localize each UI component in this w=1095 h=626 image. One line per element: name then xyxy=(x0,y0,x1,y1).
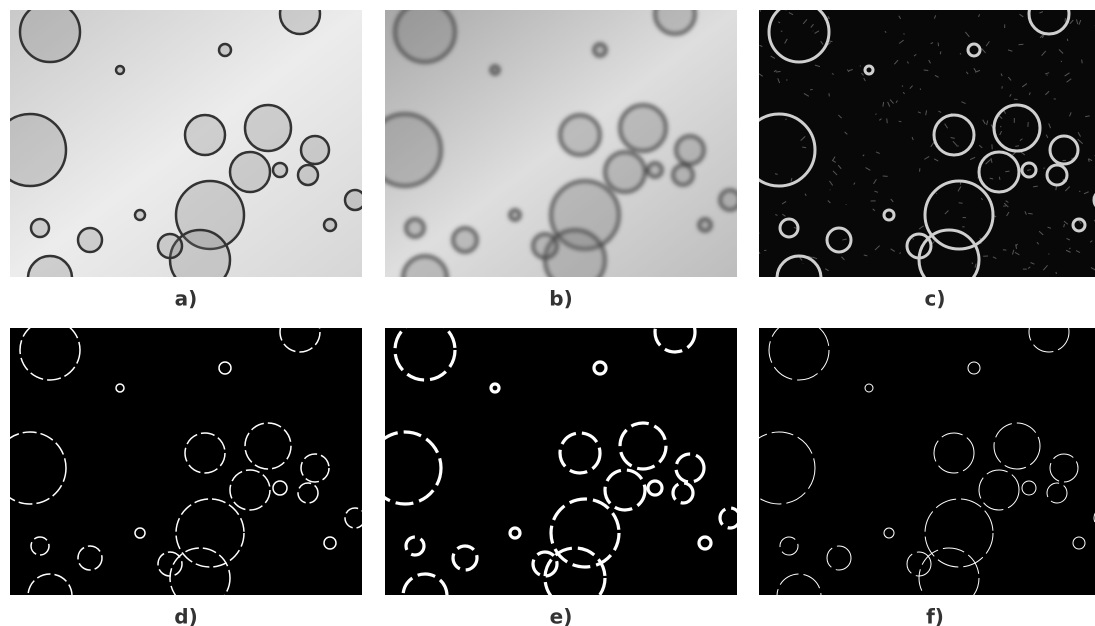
texture xyxy=(1056,272,1057,274)
image-background xyxy=(10,328,362,595)
texture xyxy=(899,121,902,122)
bubble xyxy=(185,115,225,155)
bubble xyxy=(0,114,66,186)
panel-label: c) xyxy=(925,287,946,311)
bubble xyxy=(605,152,645,192)
bubble xyxy=(158,234,182,258)
texture xyxy=(1028,213,1032,214)
bubble xyxy=(230,152,270,192)
image-panel xyxy=(0,312,365,618)
image-panel xyxy=(369,312,740,618)
bubble xyxy=(298,165,318,185)
panel-label: f) xyxy=(926,605,944,626)
texture xyxy=(1002,86,1003,88)
texture xyxy=(1046,75,1047,76)
bubble xyxy=(406,219,424,237)
bubble xyxy=(31,219,49,237)
bubble xyxy=(369,114,441,186)
texture xyxy=(902,86,903,87)
texture xyxy=(1085,116,1090,117)
bubble xyxy=(655,0,695,34)
bubble xyxy=(345,190,365,210)
bubble xyxy=(273,163,287,177)
bubble xyxy=(620,105,666,151)
image-panel xyxy=(369,0,740,300)
bubble xyxy=(245,105,291,151)
panel-label: a) xyxy=(175,287,198,311)
image-panel xyxy=(0,0,365,300)
texture xyxy=(1005,171,1009,172)
texture xyxy=(786,119,787,120)
bubble xyxy=(28,256,72,300)
bubble xyxy=(560,115,600,155)
bubble xyxy=(78,228,102,252)
bubble xyxy=(453,228,477,252)
bubble xyxy=(301,136,329,164)
image-panel xyxy=(743,312,1095,618)
bubble xyxy=(324,219,336,231)
texture xyxy=(913,238,914,239)
bubble xyxy=(594,44,606,56)
texture xyxy=(936,193,937,194)
texture xyxy=(940,51,941,54)
texture xyxy=(775,174,778,175)
texture xyxy=(1019,44,1024,45)
texture xyxy=(904,34,905,35)
bubble xyxy=(510,210,520,220)
texture xyxy=(972,263,973,264)
figure: a) b) c) d) e) f) xyxy=(0,0,1095,626)
texture xyxy=(776,71,781,72)
texture xyxy=(924,70,929,71)
bubble xyxy=(699,219,711,231)
texture xyxy=(1067,39,1068,41)
bubble xyxy=(116,66,124,74)
texture xyxy=(1061,61,1062,62)
bubble xyxy=(673,165,693,185)
bubble xyxy=(219,44,231,56)
texture xyxy=(887,118,888,123)
texture xyxy=(755,256,759,257)
texture xyxy=(999,177,1000,180)
texture xyxy=(1015,146,1019,147)
bubble xyxy=(491,66,499,74)
texture xyxy=(959,203,963,204)
bubble xyxy=(20,2,80,62)
bubble xyxy=(720,190,740,210)
panel-label: e) xyxy=(550,605,573,626)
panel-label: b) xyxy=(549,287,572,311)
bubble xyxy=(533,234,557,258)
texture xyxy=(1079,191,1080,192)
texture xyxy=(875,114,876,115)
bubble xyxy=(676,136,704,164)
texture xyxy=(1082,60,1083,64)
bubble xyxy=(280,0,320,34)
image-panel xyxy=(743,0,1095,300)
bubble xyxy=(395,2,455,62)
texture xyxy=(846,204,847,205)
bubble xyxy=(135,210,145,220)
bubble xyxy=(403,256,447,300)
bubble xyxy=(648,163,662,177)
panel-label: d) xyxy=(174,605,197,626)
